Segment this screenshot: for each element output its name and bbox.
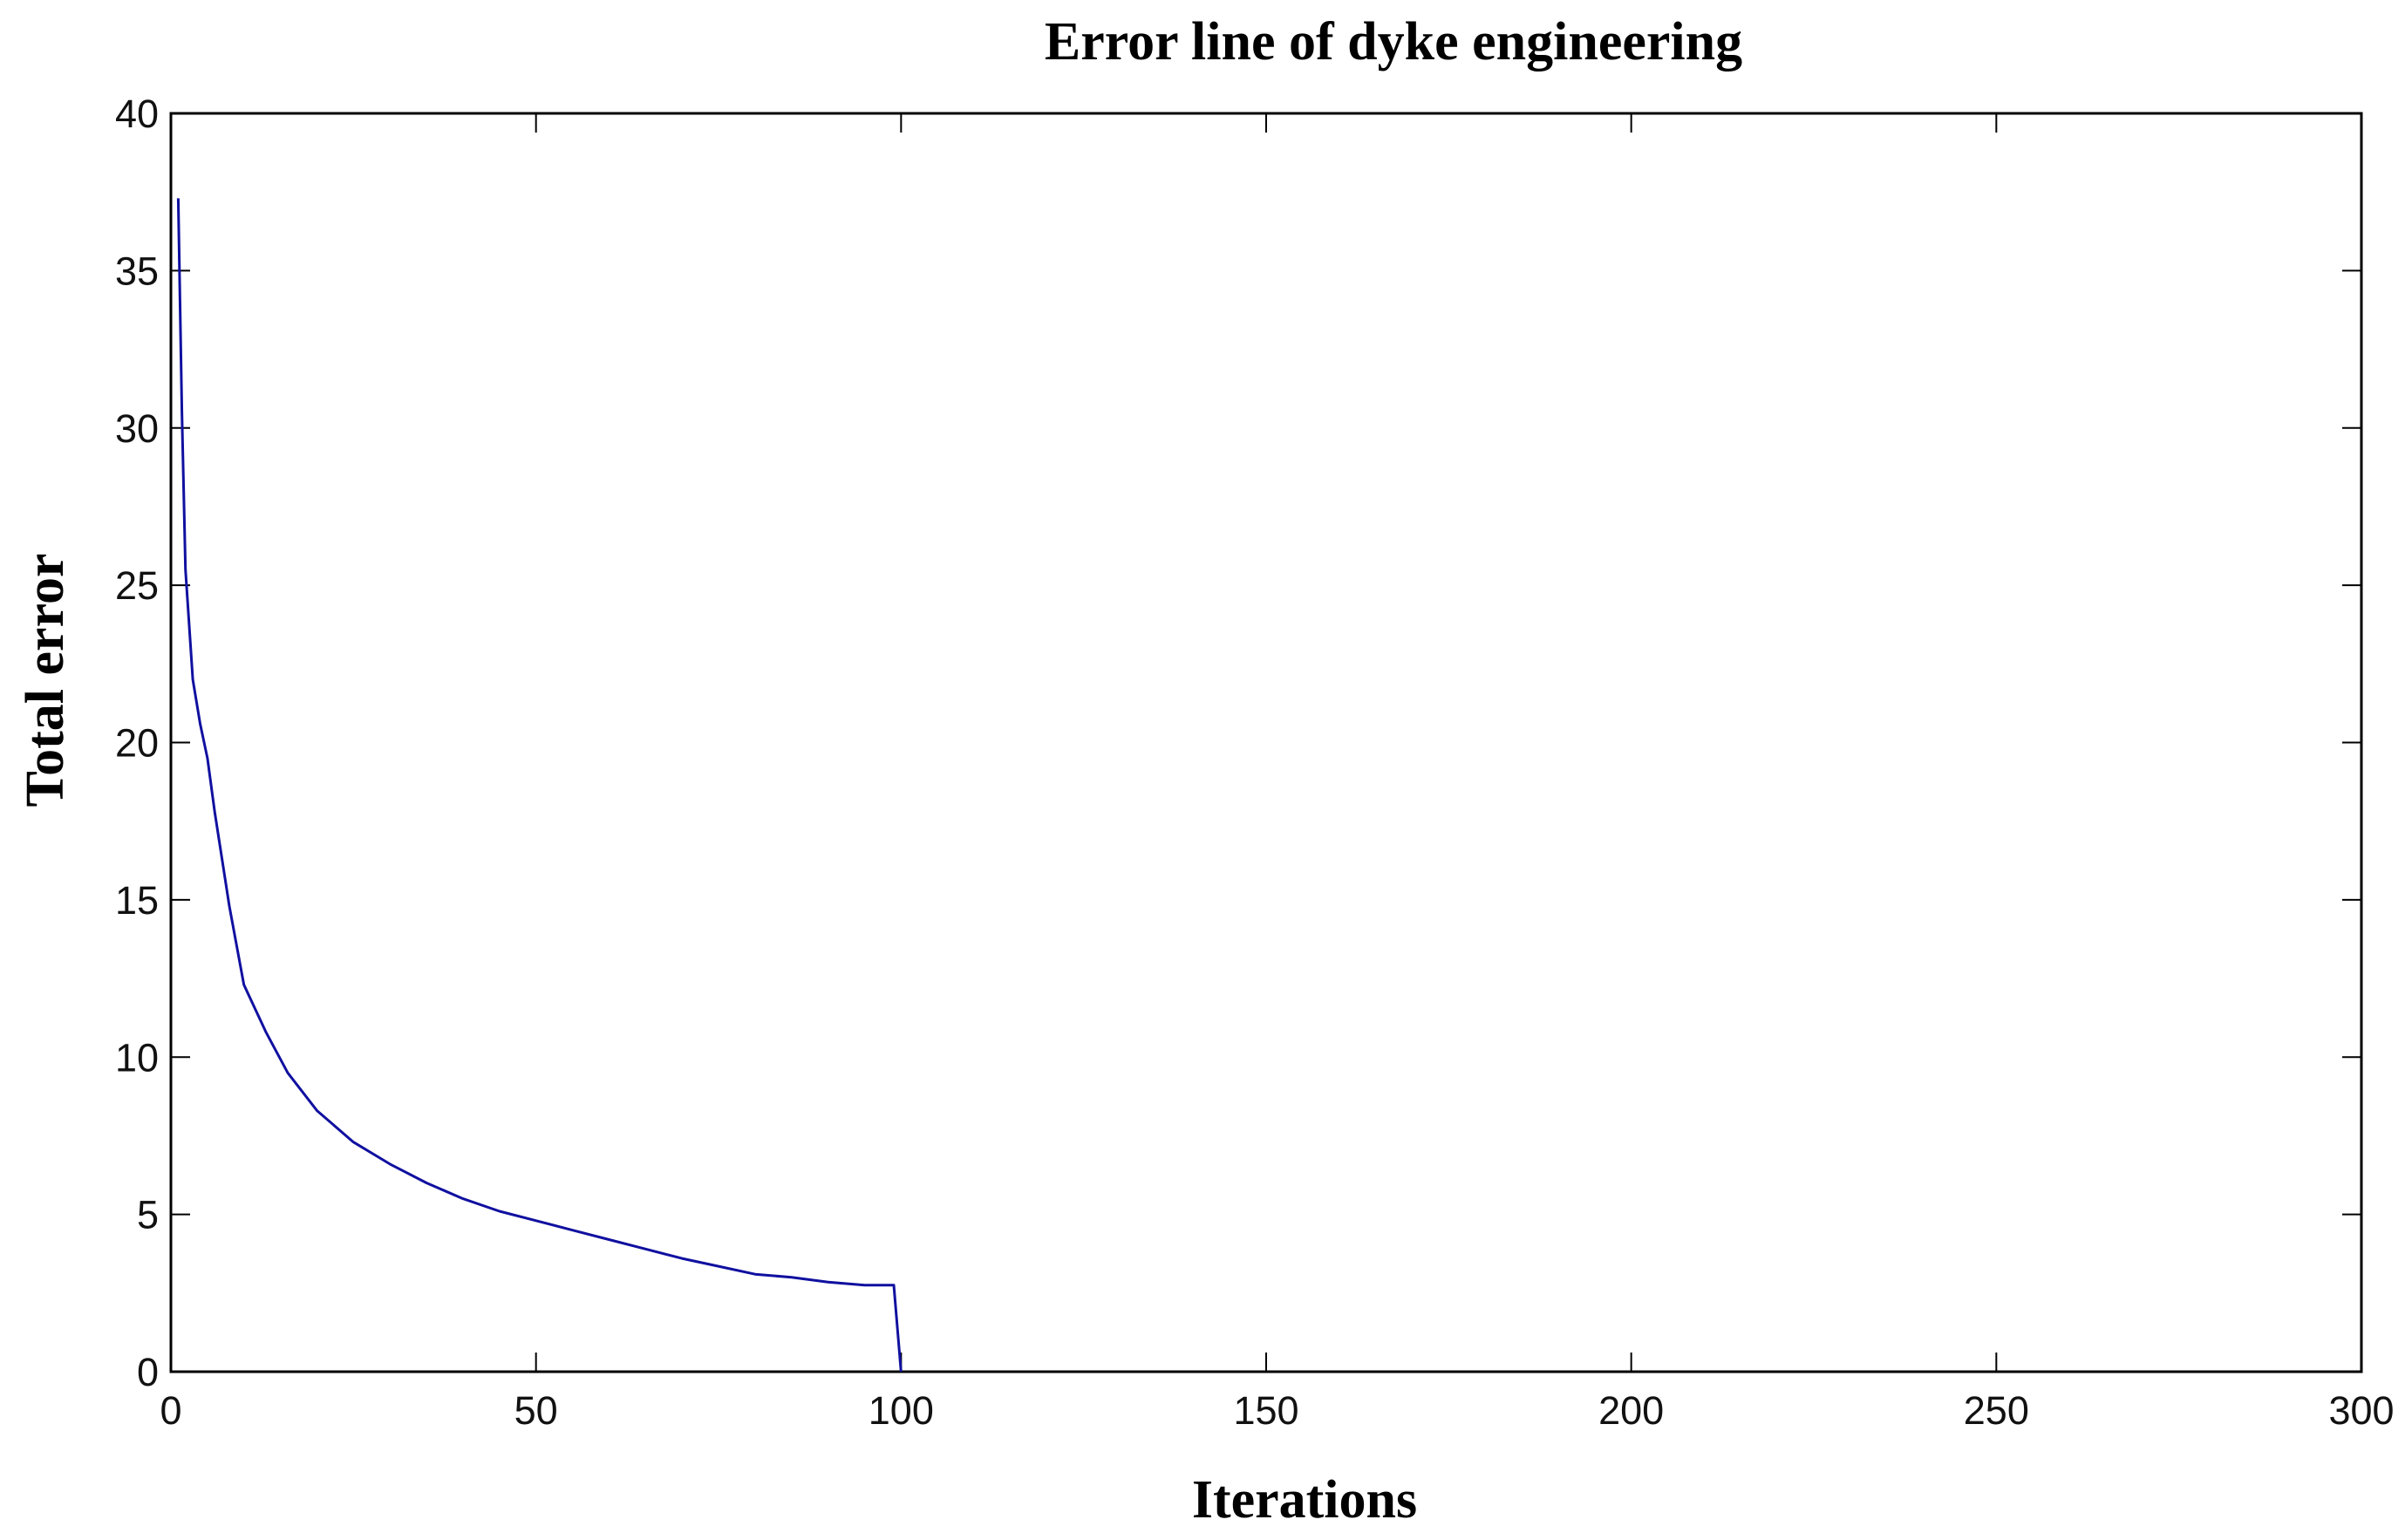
plot-area xyxy=(169,112,2363,1373)
series-line xyxy=(176,198,903,1373)
x-tick-label: 0 xyxy=(160,1388,181,1433)
x-tick-label: 250 xyxy=(1964,1388,2029,1433)
y-tick-label: 10 xyxy=(115,1035,159,1080)
x-tick-label: 200 xyxy=(1598,1388,1664,1433)
y-tick-label: 5 xyxy=(137,1193,159,1237)
y-tick-label: 25 xyxy=(115,563,159,608)
chart-title: Error line of dyke engineering xyxy=(1045,12,1742,72)
y-tick-label: 0 xyxy=(137,1350,159,1394)
x-axis-title: Iterations xyxy=(1192,1470,1417,1530)
x-tick-label: 50 xyxy=(514,1388,558,1433)
y-tick-label: 15 xyxy=(115,878,159,923)
x-tick-label: 300 xyxy=(2328,1388,2394,1433)
y-tick-label: 40 xyxy=(115,92,159,136)
series-layer xyxy=(176,198,903,1373)
x-axis-ticks: 0 50 100 150 200 250 300 xyxy=(160,113,2395,1433)
x-tick-label: 100 xyxy=(869,1388,934,1433)
y-axis-title: Total error xyxy=(16,554,75,807)
y-axis-ticks: 0 5 10 15 20 25 30 35 40 xyxy=(115,92,2361,1394)
y-tick-label: 30 xyxy=(115,406,159,451)
x-tick-label: 150 xyxy=(1233,1388,1298,1433)
y-tick-label: 35 xyxy=(115,249,159,293)
y-tick-label: 20 xyxy=(115,721,159,766)
